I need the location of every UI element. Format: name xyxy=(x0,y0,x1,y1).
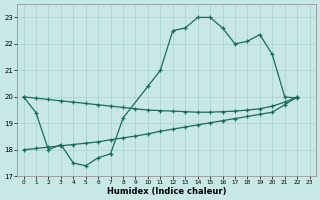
X-axis label: Humidex (Indice chaleur): Humidex (Indice chaleur) xyxy=(107,187,226,196)
